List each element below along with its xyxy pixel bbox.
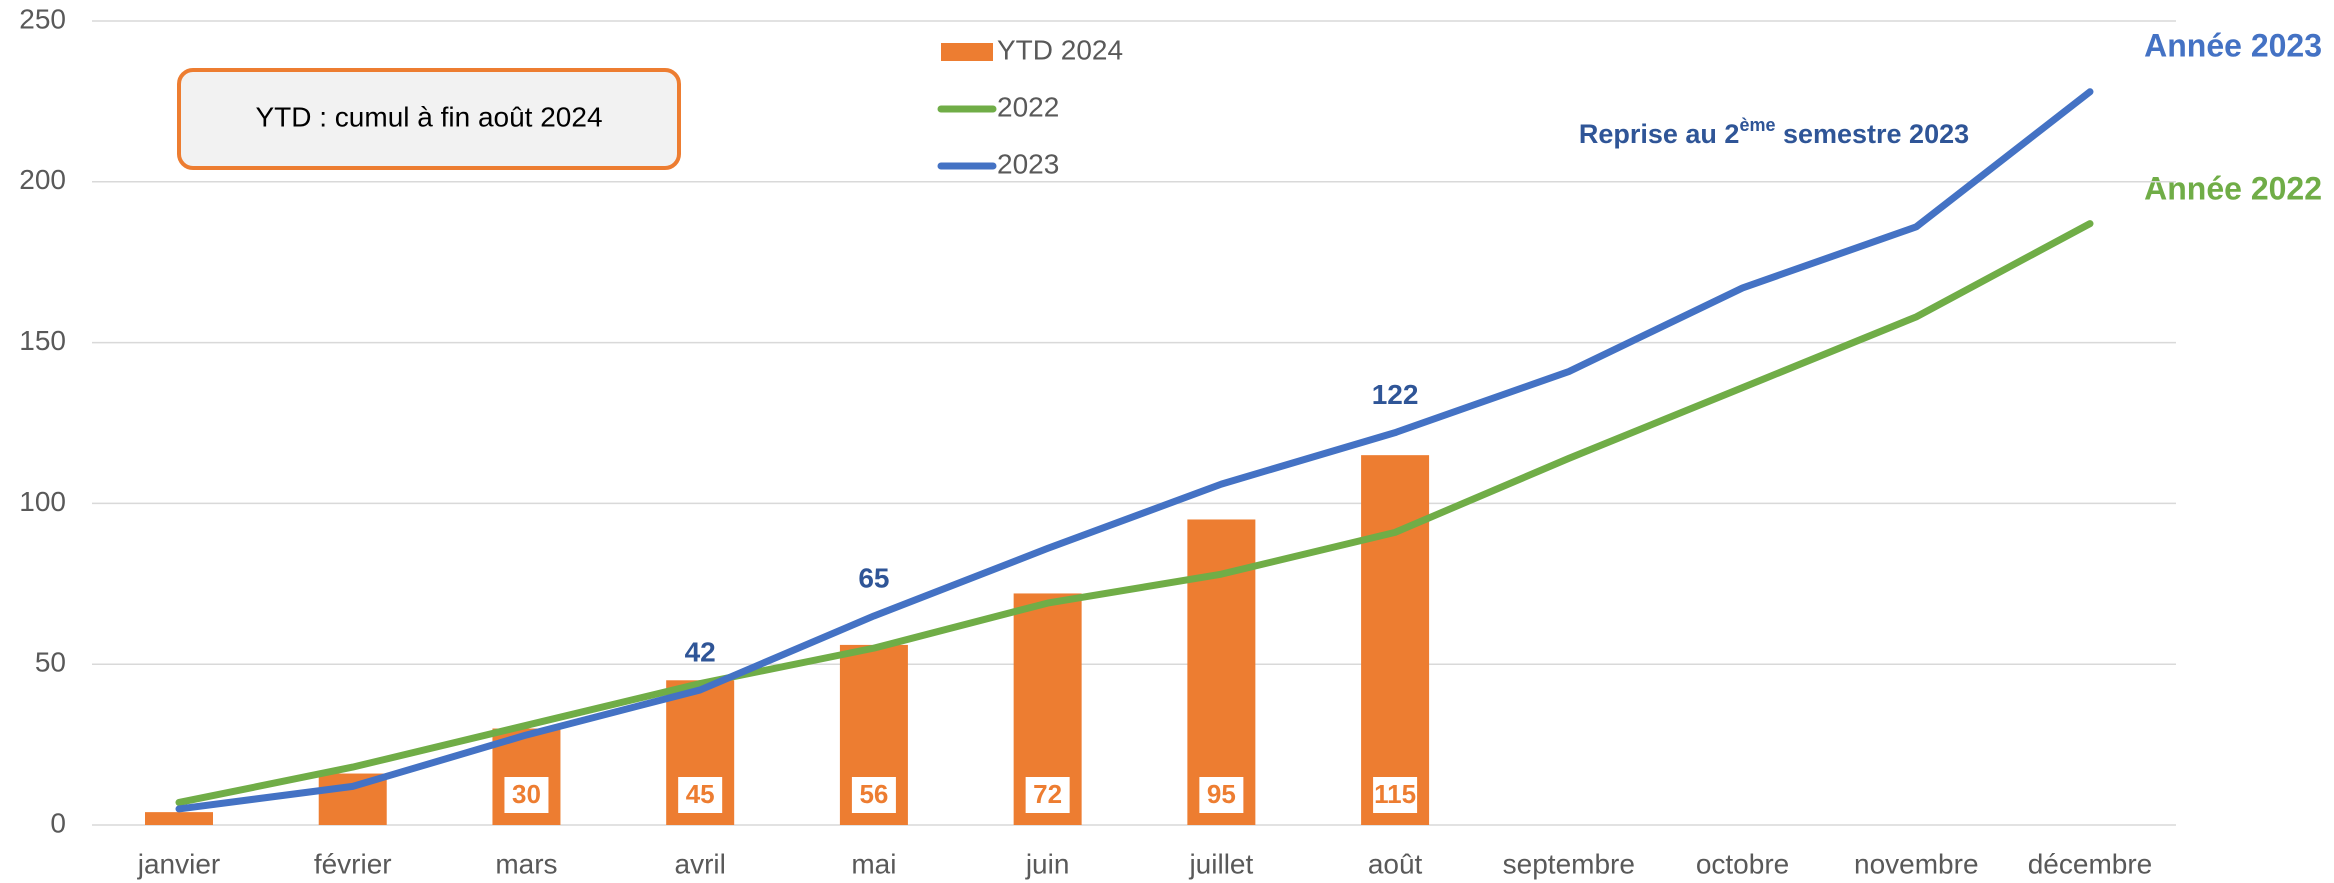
- data-label-bg: [1373, 777, 1418, 813]
- annotation-part: semestre 2023: [1775, 119, 1969, 149]
- x-tick-label: mai: [851, 848, 896, 879]
- y-tick-label: 50: [35, 647, 66, 678]
- x-tick-label: septembre: [1503, 848, 1635, 879]
- x-tick-label: avril: [675, 848, 726, 879]
- bar: [145, 812, 213, 825]
- legend-label: YTD 2024: [997, 34, 1123, 65]
- data-label: 45: [686, 779, 715, 809]
- data-label: 115: [1374, 779, 1416, 809]
- data-label: 65: [858, 562, 889, 593]
- legend-swatch: [941, 43, 993, 61]
- x-tick-label: juillet: [1188, 848, 1253, 879]
- data-label: 122: [1372, 379, 1419, 410]
- annotation-year: Année 2022: [2144, 170, 2322, 206]
- x-tick-label: décembre: [2028, 848, 2153, 879]
- bar: [1361, 455, 1430, 825]
- y-tick-label: 250: [19, 3, 66, 34]
- data-label-bg: [1025, 777, 1070, 813]
- y-tick-label: 150: [19, 325, 66, 356]
- data-label-bg: [678, 777, 723, 813]
- x-tick-label: novembre: [1854, 848, 1979, 879]
- data-label: 95: [1207, 779, 1236, 809]
- y-tick-label: 200: [19, 164, 66, 195]
- x-tick-label: août: [1368, 848, 1423, 879]
- data-label: 30: [512, 779, 541, 809]
- x-tick-label: janvier: [137, 848, 220, 879]
- data-label-bg: [1199, 777, 1244, 813]
- legend-label: 2023: [997, 148, 1059, 179]
- y-tick-label: 0: [50, 807, 66, 838]
- x-tick-label: juin: [1025, 848, 1070, 879]
- line: [175, 88, 2094, 813]
- annotation-box-text: YTD : cumul à fin août 2024: [255, 101, 602, 132]
- annotation-part: Reprise au 2: [1579, 119, 1740, 149]
- annotation-box: [177, 68, 681, 170]
- y-tick-label: 100: [19, 486, 66, 517]
- legend-label: 2022: [997, 91, 1059, 122]
- annotation-year: Année 2023: [2144, 27, 2322, 63]
- data-label-bg: [851, 777, 896, 813]
- x-tick-label: février: [314, 848, 392, 879]
- data-label: 56: [859, 779, 888, 809]
- annotation-reprise: Reprise au 2ème semestre 2023: [1579, 115, 1969, 149]
- line: [175, 220, 2094, 806]
- x-tick-label: octobre: [1696, 848, 1789, 879]
- annotation-part: ème: [1739, 115, 1775, 135]
- data-label: 42: [685, 636, 716, 667]
- data-label: 72: [1033, 779, 1062, 809]
- x-tick-label: mars: [495, 848, 557, 879]
- data-label-bg: [504, 777, 549, 813]
